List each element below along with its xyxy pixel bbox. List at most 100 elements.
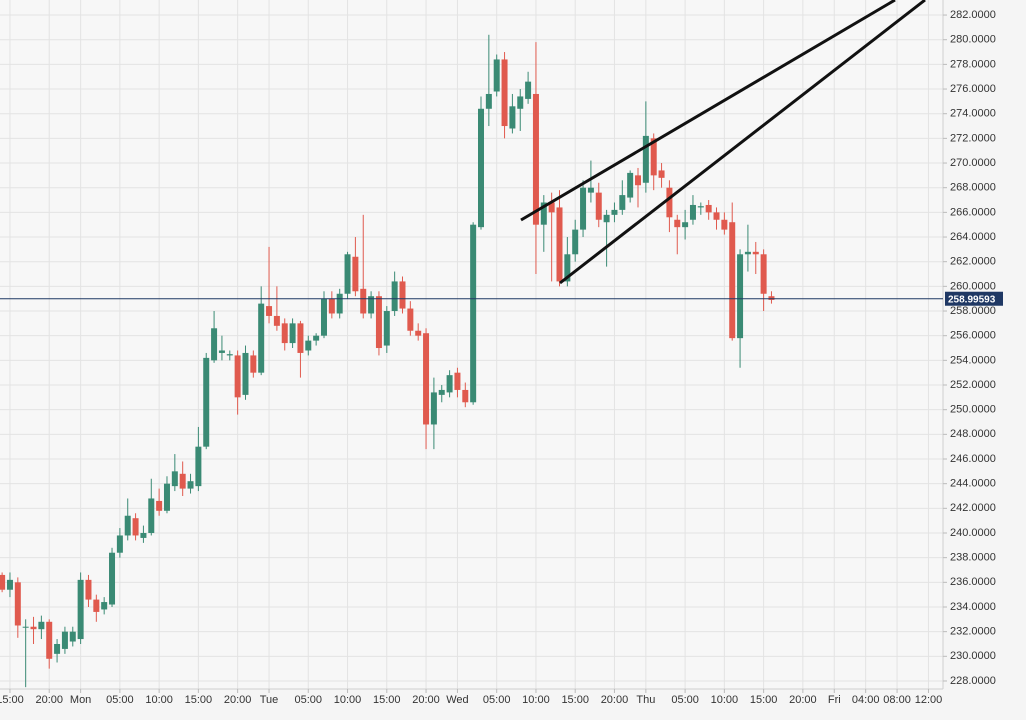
x-tick-label: 10:00 — [522, 694, 550, 706]
candle-body — [540, 202, 547, 225]
candle-body — [218, 350, 225, 353]
y-tick-label: 274.0000 — [950, 108, 996, 120]
y-tick-label: 246.0000 — [950, 453, 996, 465]
candle-body — [266, 306, 273, 316]
candle-body — [485, 93, 492, 109]
candle-body — [603, 214, 610, 223]
candle-body — [580, 187, 587, 230]
candle-body — [242, 352, 249, 395]
x-tick-label: 15:00 — [373, 694, 401, 706]
x-tick-label: 04:00 — [852, 694, 880, 706]
x-tick-label: 05:00 — [295, 694, 323, 706]
candle-body — [399, 281, 406, 309]
x-tick-label: 20:00 — [601, 694, 629, 706]
candle-body — [415, 330, 422, 336]
candle-body — [77, 579, 84, 640]
x-tick-label: Tue — [260, 694, 279, 706]
y-tick-label: 248.0000 — [950, 428, 996, 440]
candle-body — [595, 192, 602, 220]
candle-body — [611, 209, 618, 215]
candle-body — [38, 621, 45, 630]
y-tick-label: 228.0000 — [950, 675, 996, 687]
x-tick-label: 20:00 — [35, 694, 63, 706]
candle-body — [336, 293, 343, 314]
x-tick-label: 20:00 — [224, 694, 252, 706]
candle-body — [564, 254, 571, 282]
candle-body — [148, 498, 155, 533]
candle-body — [187, 481, 194, 489]
candle-body — [116, 535, 123, 553]
y-tick-label: 276.0000 — [950, 83, 996, 95]
candle-body — [470, 224, 477, 403]
y-tick-label: 272.0000 — [950, 132, 996, 144]
axis-labels: 228.0000 230.0000 232.0000 234.0000 236.0000… — [0, 9, 996, 706]
candle-body — [768, 296, 775, 300]
grid — [0, 0, 943, 689]
x-tick-label: Thu — [636, 694, 655, 706]
y-tick-label: 236.0000 — [950, 576, 996, 588]
candle-body — [423, 333, 430, 425]
candle-body — [360, 288, 367, 314]
y-tick-label: 266.0000 — [950, 206, 996, 218]
candle-body — [438, 389, 445, 395]
x-tick-label: Mon — [70, 694, 91, 706]
y-tick-label: 268.0000 — [950, 182, 996, 194]
x-tick-label: Wed — [446, 694, 468, 706]
candle-body — [14, 582, 21, 626]
candle-body — [705, 204, 712, 213]
y-tick-label: 278.0000 — [950, 58, 996, 70]
candle-body — [760, 254, 767, 294]
candle-body — [6, 579, 13, 590]
candle-body — [383, 311, 390, 346]
y-tick-label: 262.0000 — [950, 256, 996, 268]
candle-body — [493, 59, 500, 92]
candle-body — [179, 473, 186, 489]
x-tick-label: 20:00 — [412, 694, 440, 706]
candle-body — [69, 631, 76, 642]
y-tick-label: 280.0000 — [950, 34, 996, 46]
y-tick-label: 234.0000 — [950, 601, 996, 613]
candle-body — [195, 446, 202, 487]
candle-body — [258, 303, 265, 373]
candle-body — [101, 602, 108, 610]
x-tick-label: 10:00 — [711, 694, 739, 706]
candle-body — [532, 93, 539, 225]
candle-body — [697, 206, 704, 208]
candle-body — [501, 59, 508, 127]
candle-body — [635, 175, 642, 186]
last-price-box — [945, 291, 1003, 306]
y-tick-label: 238.0000 — [950, 552, 996, 564]
candle-body — [454, 372, 461, 390]
candle-body — [344, 254, 351, 294]
trend-line — [520, 0, 896, 222]
candle-body — [289, 323, 296, 344]
candle-body — [729, 222, 736, 339]
candle-body — [627, 172, 634, 198]
y-tick-label: 242.0000 — [950, 502, 996, 514]
y-tick-label: 270.0000 — [950, 157, 996, 169]
x-tick-label: 10:00 — [334, 694, 362, 706]
candle-body — [109, 552, 116, 605]
candle-body — [713, 212, 720, 220]
candle-body — [477, 108, 484, 228]
candle-body — [556, 207, 563, 282]
candles — [0, 34, 775, 688]
y-tick-label: 240.0000 — [950, 527, 996, 539]
candle-body — [744, 251, 751, 255]
trend-line — [559, 0, 926, 285]
candle-body — [391, 281, 398, 312]
candle-body — [430, 392, 437, 425]
last-price-label: 258.99593 — [948, 294, 996, 305]
candle-body — [689, 204, 696, 220]
x-tick-label: 15:00 — [0, 694, 24, 706]
candle-body — [737, 254, 744, 339]
y-tick-label: 282.0000 — [950, 9, 996, 21]
candle-body — [674, 219, 681, 228]
candle-body — [203, 357, 210, 447]
candle-body — [682, 222, 689, 228]
y-tick-label: 232.0000 — [950, 626, 996, 638]
candle-body — [22, 626, 29, 628]
candle-body — [509, 106, 516, 129]
candle-body — [328, 298, 335, 314]
